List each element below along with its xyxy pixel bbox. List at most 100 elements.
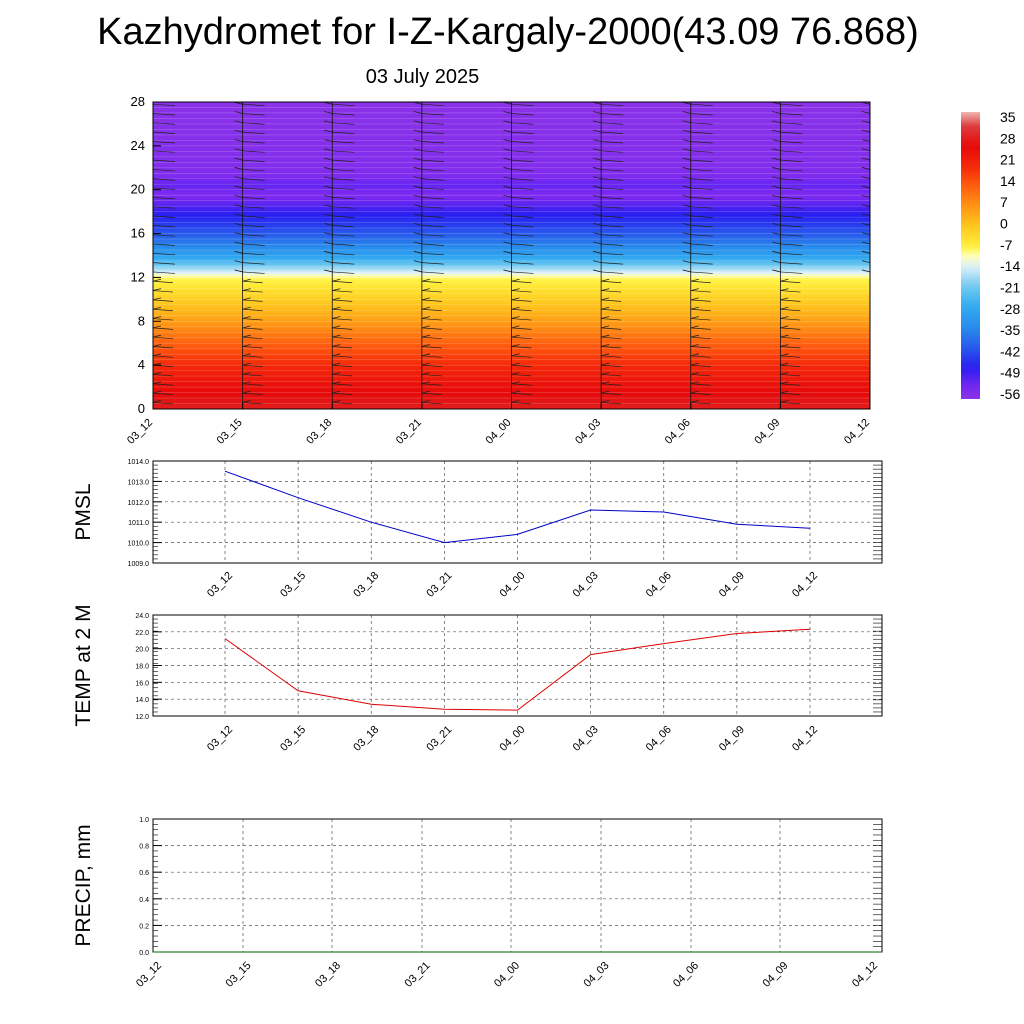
- wind-barb: [153, 271, 154, 272]
- wind-barb: [780, 390, 789, 394]
- ytick-label: 0.6: [139, 870, 149, 877]
- wind-barb: [413, 111, 422, 114]
- wind-barb: [153, 243, 154, 244]
- wind-barb-feather: [511, 318, 532, 321]
- wind-barb-feather: [332, 392, 353, 395]
- wind-barb-feather: [690, 280, 711, 284]
- wind-barb-feather: [421, 402, 442, 405]
- wind-barb-feather: [601, 383, 622, 386]
- wind-barb: [682, 250, 691, 254]
- wind-barb: [682, 185, 691, 189]
- xtick-label: 03_15: [278, 570, 308, 600]
- ytick-label: 0.2: [139, 923, 149, 930]
- wind-barb: [503, 250, 512, 254]
- wind-barb: [682, 241, 691, 245]
- wind-barb: [421, 344, 430, 347]
- wind-barb-feather: [153, 224, 176, 228]
- wind-barb-feather: [332, 224, 355, 228]
- wind-barb-feather: [332, 187, 355, 190]
- wind-barb-feather: [601, 243, 624, 246]
- wind-barb: [511, 278, 520, 282]
- wind-barb: [242, 381, 251, 385]
- wind-barb-feather: [780, 355, 801, 358]
- wind-barb: [413, 102, 422, 105]
- colorbar-label: 21: [1000, 152, 1016, 168]
- wind-barb-feather: [780, 234, 803, 237]
- wind-barb: [780, 306, 789, 310]
- wind-barb-feather: [869, 150, 870, 152]
- wind-barb: [324, 195, 333, 198]
- wind-barb-feather: [332, 178, 355, 181]
- wind-barb: [234, 232, 243, 236]
- wind-barb: [772, 241, 781, 245]
- colorbar-label: -49: [1000, 365, 1020, 381]
- wind-barb: [413, 250, 422, 254]
- wind-barb-feather: [421, 206, 444, 209]
- wind-barb-feather: [601, 122, 624, 125]
- wind-barb-feather: [153, 355, 174, 358]
- wind-barb: [332, 278, 341, 282]
- wind-barb: [690, 306, 699, 310]
- wind-barb: [869, 327, 870, 328]
- wind-barb-feather: [690, 197, 713, 200]
- wind-barb: [324, 222, 333, 226]
- wind-barb: [511, 372, 520, 375]
- wind-barb-feather: [153, 383, 174, 386]
- wind-barb-feather: [690, 308, 711, 312]
- colorbar-label: 0: [1000, 216, 1008, 232]
- colorbar-label: -56: [1000, 386, 1020, 402]
- wind-barb-feather: [601, 224, 624, 228]
- wind-barb: [421, 316, 430, 319]
- wind-barb-feather: [869, 318, 870, 319]
- wind-barb: [324, 129, 333, 133]
- wind-barb-feather: [780, 383, 801, 386]
- xtick-label: 04_12: [850, 960, 880, 990]
- wind-barb: [601, 278, 610, 282]
- xtick-label: 03_12: [134, 960, 164, 990]
- wind-barb-feather: [690, 327, 711, 330]
- wind-barb: [861, 260, 870, 264]
- ytick-label: 1012.0: [128, 500, 150, 507]
- wind-barb-feather: [421, 234, 444, 237]
- heatmap-xtick-label: 04_12: [842, 417, 872, 447]
- wind-barb-feather: [601, 290, 622, 293]
- panel-frame: [152, 818, 883, 953]
- wind-barb: [869, 402, 870, 403]
- wind-barb: [690, 334, 699, 338]
- wind-barb-feather: [511, 346, 532, 349]
- colorbar: 35 28 21 14 7 0 -7 -14 -21 -28 -35 -42 -49 -56: [961, 109, 1020, 402]
- wind-barb: [332, 316, 341, 319]
- wind-barb: [324, 260, 333, 264]
- wind-barb: [772, 260, 781, 264]
- wind-barb-feather: [869, 374, 870, 375]
- wind-barb-feather: [421, 374, 442, 377]
- wind-barb-feather: [153, 299, 174, 302]
- colorbar-label: -14: [1000, 258, 1020, 274]
- wind-barb: [511, 288, 520, 291]
- wind-barb-feather: [332, 262, 355, 265]
- wind-barb-feather: [511, 327, 532, 330]
- xtick-label: 03_18: [313, 960, 343, 990]
- wind-barb: [869, 318, 870, 319]
- wind-barb-feather: [332, 280, 353, 284]
- wind-barb-feather: [332, 150, 355, 153]
- wind-barb: [682, 120, 691, 124]
- wind-barb-feather: [780, 178, 803, 181]
- wind-barb-feather: [242, 178, 265, 181]
- xtick-label: 04_06: [644, 570, 674, 600]
- wind-barb: [511, 316, 520, 319]
- wind-barb-feather: [242, 336, 263, 340]
- wind-barb-feather: [601, 392, 622, 395]
- wind-barb-feather: [511, 159, 534, 162]
- wind-barb-feather: [332, 169, 355, 172]
- wind-barb-feather: [421, 169, 444, 172]
- wind-barb: [421, 353, 430, 357]
- wind-barb: [324, 111, 333, 114]
- wind-barb: [503, 139, 512, 142]
- wind-barb-feather: [332, 336, 353, 340]
- wind-barb: [234, 213, 243, 217]
- wind-barb: [869, 290, 870, 291]
- wind-barb: [511, 334, 520, 338]
- panel-ylabel: PRECIP, mm: [72, 824, 95, 946]
- wind-barb-feather: [242, 169, 265, 172]
